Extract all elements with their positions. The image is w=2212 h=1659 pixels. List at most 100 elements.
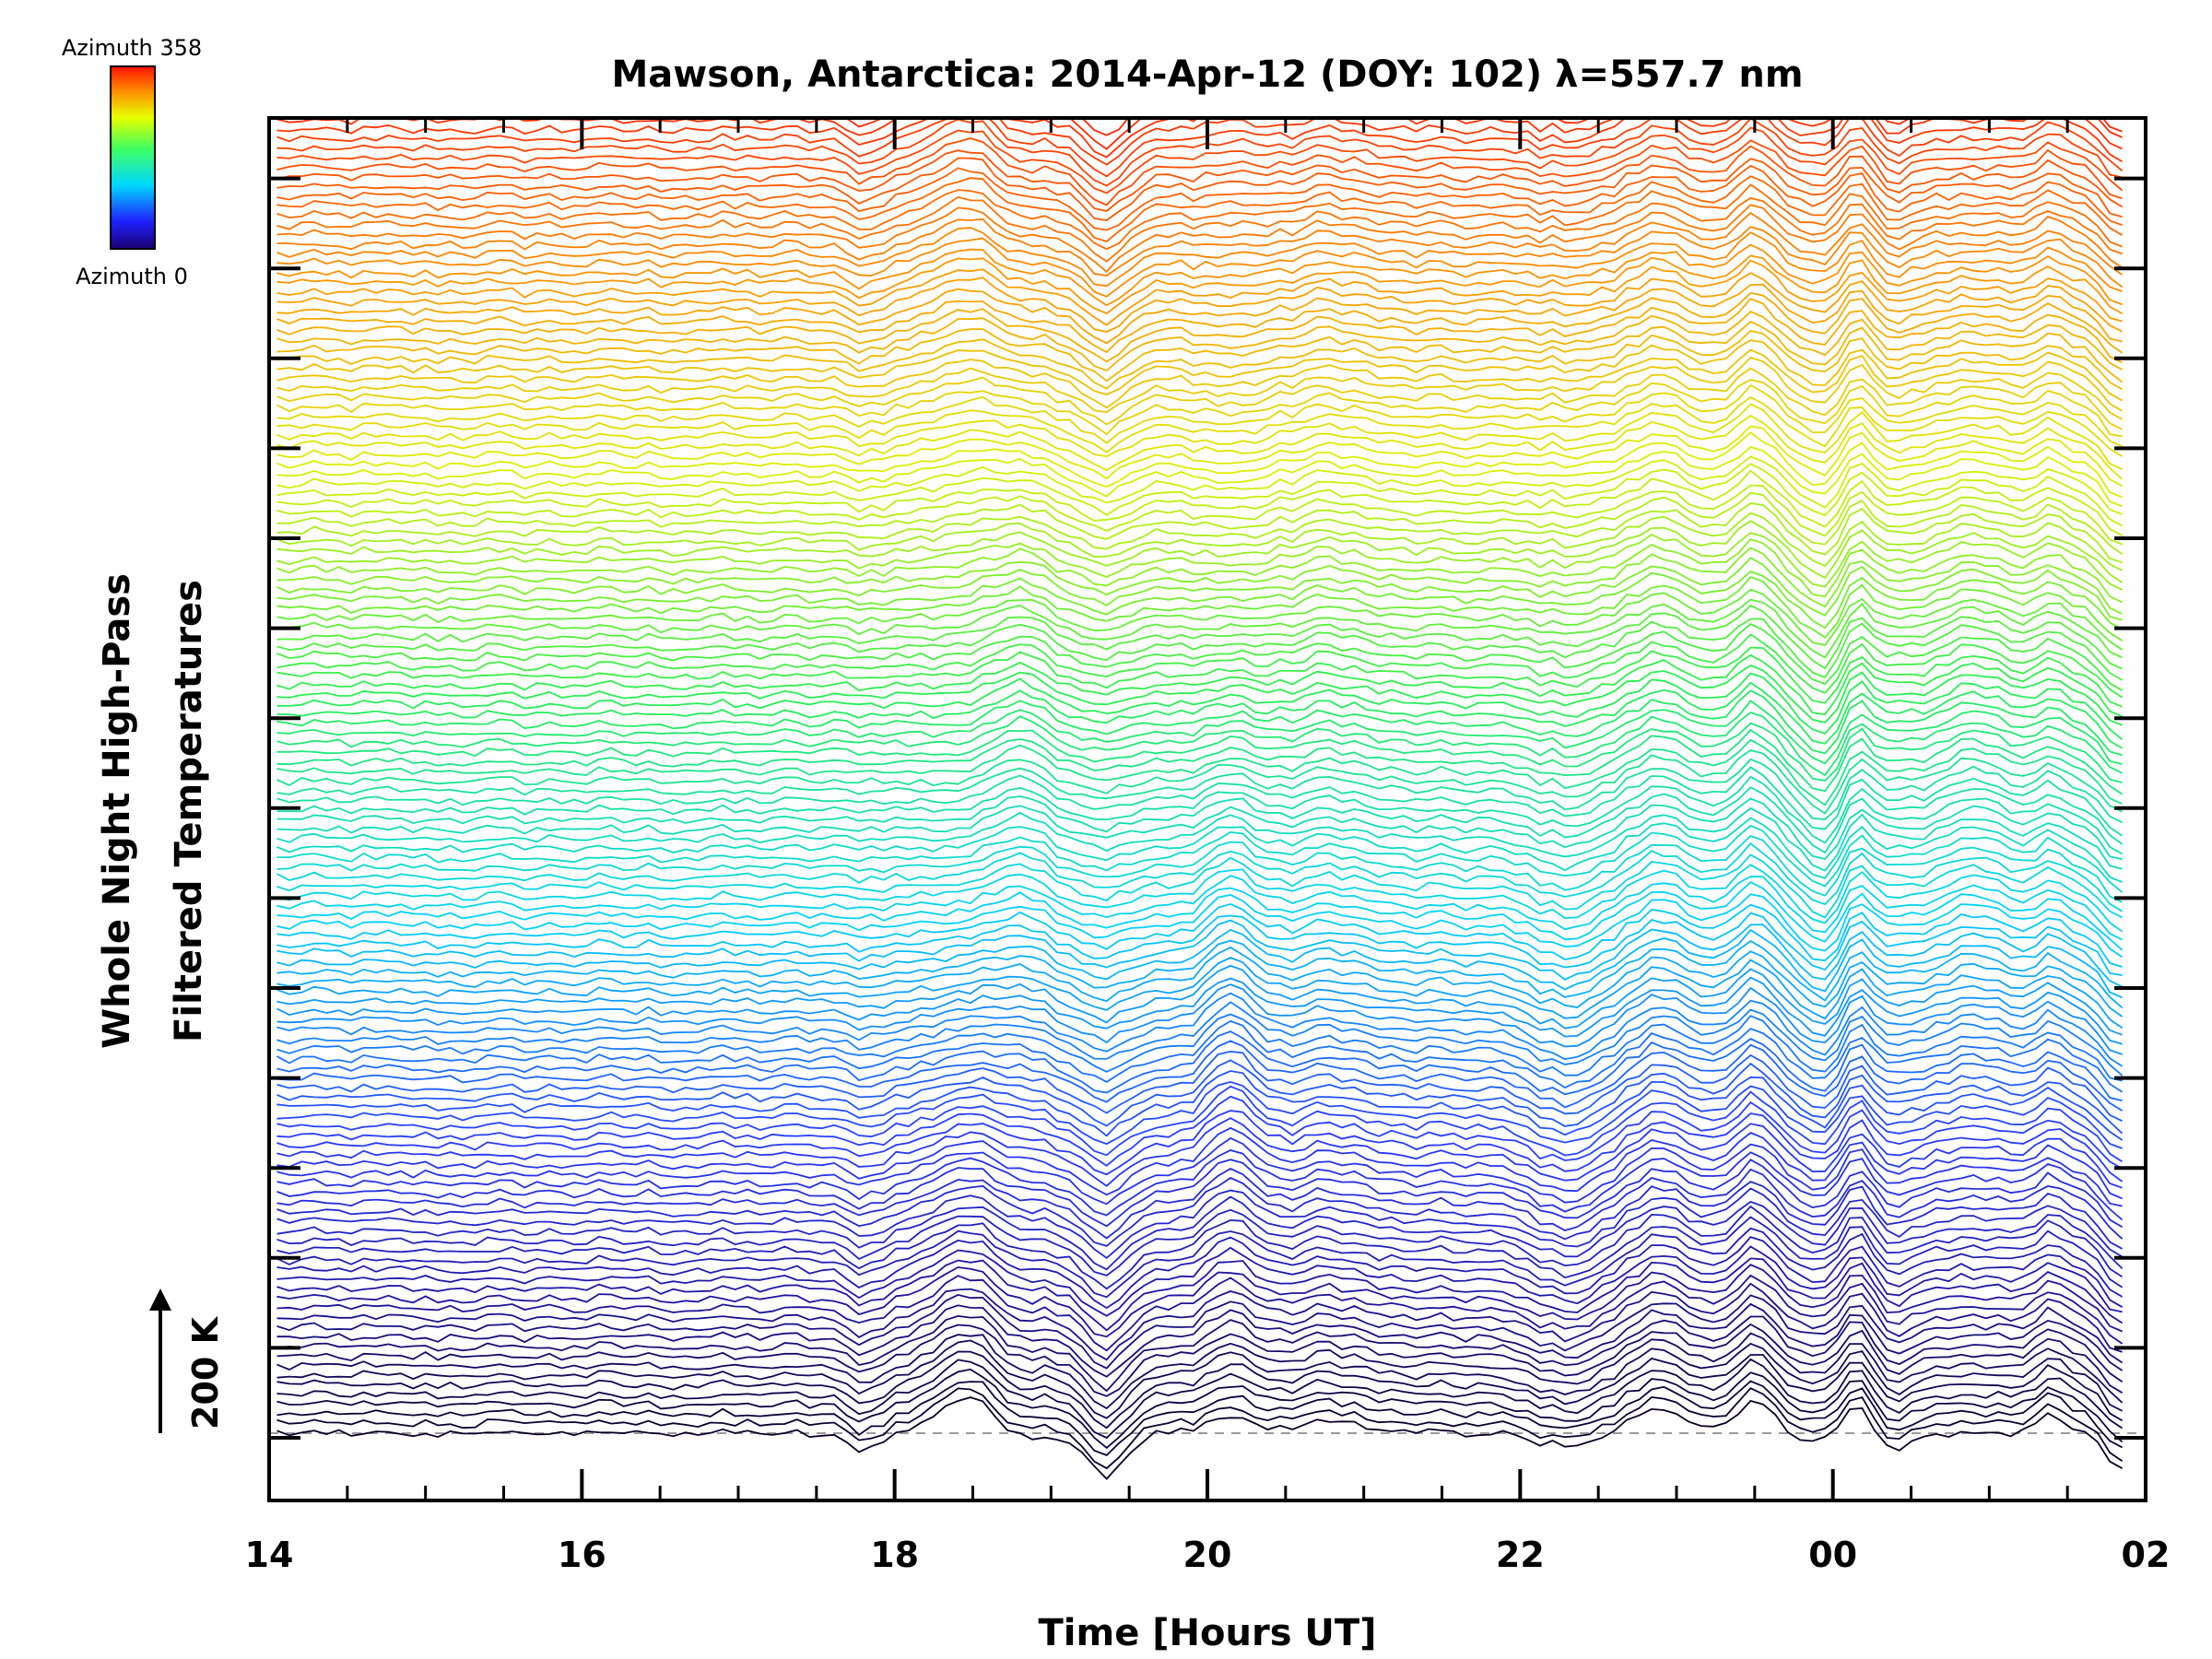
series-line bbox=[276, 1314, 2124, 1393]
series-line bbox=[276, 455, 2123, 515]
series-line bbox=[276, 1339, 2124, 1419]
series-line bbox=[276, 618, 2124, 681]
series-line bbox=[276, 557, 2123, 621]
series-line bbox=[276, 291, 2124, 354]
series-line bbox=[276, 1019, 2124, 1093]
series-line bbox=[276, 367, 2124, 430]
series-line bbox=[276, 1358, 2124, 1440]
scale-bar-label: 200 K bbox=[185, 1315, 226, 1430]
series-line bbox=[276, 1117, 2123, 1189]
series-line bbox=[276, 1323, 2124, 1397]
series-line bbox=[276, 1282, 2123, 1361]
series-line bbox=[276, 1080, 2123, 1149]
series-line bbox=[276, 118, 2123, 187]
series-line bbox=[276, 1380, 2124, 1456]
series-line bbox=[276, 164, 2123, 231]
series-line bbox=[276, 356, 2124, 420]
series-line bbox=[276, 537, 2123, 604]
series-line bbox=[276, 664, 2123, 726]
colorbar: Azimuth 358 Azimuth 0 bbox=[62, 35, 202, 289]
series-line bbox=[276, 425, 2124, 488]
series-line bbox=[276, 1176, 2124, 1250]
series-line bbox=[276, 797, 2123, 861]
series-line bbox=[276, 118, 2123, 159]
series-layer bbox=[276, 118, 2124, 1480]
series-line bbox=[276, 1236, 2124, 1310]
series-line bbox=[276, 1030, 2123, 1102]
x-tick-label: 02 bbox=[2122, 1535, 2171, 1575]
series-line bbox=[276, 348, 2124, 412]
series-line bbox=[276, 1095, 2124, 1170]
series-line bbox=[276, 502, 2123, 564]
y-axis-title-line2: Filtered Temperatures bbox=[168, 580, 210, 1042]
series-line bbox=[276, 712, 2124, 777]
x-tick-label: 22 bbox=[1496, 1535, 1545, 1575]
series-line bbox=[276, 864, 2124, 933]
scale-bar: 200 K bbox=[149, 1288, 226, 1433]
series-line bbox=[276, 512, 2124, 571]
chart-title: Mawson, Antarctica: 2014-Apr-12 (DOY: 10… bbox=[611, 53, 1803, 96]
series-line bbox=[276, 902, 2123, 968]
y-axis-title-line1: Whole Night High-Pass bbox=[96, 573, 138, 1049]
series-line bbox=[276, 700, 2123, 765]
series-line bbox=[276, 1195, 2124, 1271]
series-line bbox=[276, 1001, 2124, 1077]
plot-area: 14 16 18 20 22 00 02 bbox=[245, 116, 2171, 1575]
series-line bbox=[276, 806, 2123, 872]
series-line bbox=[276, 749, 2123, 815]
series-line bbox=[276, 311, 2124, 372]
series-line bbox=[276, 957, 2124, 1030]
series-line bbox=[276, 1227, 2124, 1299]
series-line bbox=[276, 893, 2124, 959]
series-line bbox=[276, 576, 2124, 641]
x-axis-title: Time [Hours UT] bbox=[1039, 1612, 1377, 1654]
x-tick-label: 18 bbox=[870, 1535, 919, 1575]
colorbar-bottom-label: Azimuth 0 bbox=[76, 264, 188, 289]
series-line bbox=[276, 604, 2123, 670]
series-line bbox=[276, 775, 2124, 845]
series-line bbox=[276, 431, 2123, 499]
series-line bbox=[276, 964, 2123, 1036]
x-tick-label: 20 bbox=[1183, 1535, 1232, 1575]
series-line bbox=[276, 379, 2123, 438]
series-line bbox=[276, 722, 2123, 783]
series-line bbox=[276, 491, 2124, 556]
series-line bbox=[276, 919, 2123, 988]
series-line bbox=[276, 403, 2123, 471]
x-tick-label: 00 bbox=[1808, 1535, 1857, 1575]
series-line bbox=[276, 1070, 2124, 1141]
series-line bbox=[276, 623, 2124, 691]
series-line bbox=[276, 881, 2124, 951]
series-line bbox=[276, 445, 2123, 508]
series-line bbox=[276, 330, 2124, 391]
series-line bbox=[276, 1149, 2124, 1221]
series-line bbox=[276, 1264, 2123, 1338]
series-line bbox=[276, 689, 2123, 757]
series-line bbox=[276, 817, 2123, 883]
series-line bbox=[276, 195, 2123, 263]
series-line bbox=[276, 383, 2123, 448]
series-line bbox=[276, 204, 2124, 274]
series-line bbox=[276, 1040, 2124, 1112]
series-line bbox=[276, 728, 2124, 795]
series-line bbox=[276, 875, 2123, 941]
series-line bbox=[276, 1387, 2124, 1470]
plot-frame bbox=[267, 116, 2147, 1502]
series-line bbox=[276, 1205, 2124, 1278]
series-line bbox=[276, 976, 2123, 1045]
series-line bbox=[276, 320, 2124, 383]
series-line bbox=[276, 1187, 2124, 1260]
series-line bbox=[276, 1126, 2123, 1200]
series-line bbox=[276, 646, 2123, 708]
series-line bbox=[276, 946, 2124, 1018]
series-line bbox=[276, 738, 2123, 806]
series-line bbox=[276, 243, 2123, 307]
series-line bbox=[276, 992, 2124, 1067]
series-line bbox=[276, 339, 2124, 402]
series-line bbox=[276, 532, 2123, 591]
series-line bbox=[276, 939, 2124, 1009]
series-line bbox=[276, 598, 2123, 659]
series-line bbox=[276, 484, 2123, 546]
series-line bbox=[276, 766, 2124, 837]
series-line bbox=[276, 272, 2124, 333]
